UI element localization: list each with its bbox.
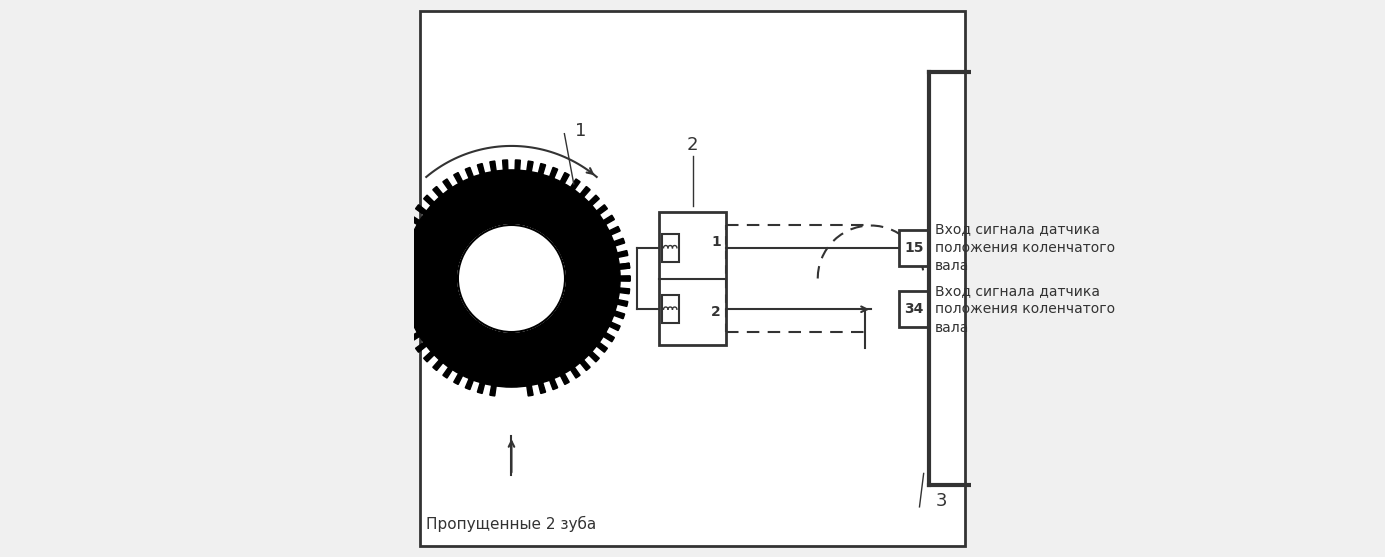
Bar [899, 229, 929, 266]
Polygon shape [503, 160, 508, 171]
Polygon shape [602, 215, 615, 224]
Polygon shape [490, 385, 496, 396]
Polygon shape [608, 322, 620, 330]
Polygon shape [539, 164, 546, 175]
Polygon shape [526, 385, 533, 396]
Polygon shape [580, 187, 590, 198]
Polygon shape [403, 322, 414, 330]
Polygon shape [478, 382, 485, 393]
Polygon shape [539, 382, 546, 393]
FancyBboxPatch shape [420, 11, 965, 546]
Polygon shape [550, 378, 558, 389]
Polygon shape [399, 238, 410, 246]
Text: Вход сигнала датчика
положения коленчатого
вала: Вход сигнала датчика положения коленчато… [935, 284, 1115, 335]
Polygon shape [596, 342, 608, 352]
Polygon shape [589, 195, 600, 206]
Circle shape [458, 225, 565, 332]
Text: 2: 2 [711, 305, 720, 319]
Polygon shape [560, 373, 569, 384]
Polygon shape [465, 168, 474, 179]
Bar [662, 234, 679, 262]
Polygon shape [416, 205, 427, 215]
Polygon shape [490, 161, 496, 172]
Polygon shape [526, 161, 533, 172]
Polygon shape [580, 359, 590, 370]
Polygon shape [589, 351, 600, 362]
Polygon shape [478, 164, 485, 175]
Polygon shape [409, 215, 420, 224]
Polygon shape [550, 168, 558, 179]
Circle shape [458, 225, 565, 332]
Polygon shape [399, 311, 410, 319]
Bar [899, 291, 929, 328]
Polygon shape [409, 333, 420, 342]
Polygon shape [443, 367, 453, 378]
Polygon shape [393, 276, 403, 281]
Polygon shape [560, 173, 569, 184]
Polygon shape [602, 333, 615, 342]
Polygon shape [416, 342, 427, 352]
Polygon shape [571, 179, 580, 190]
Text: 34: 34 [904, 302, 924, 316]
Polygon shape [571, 367, 580, 378]
Text: 2: 2 [687, 136, 698, 154]
Polygon shape [424, 351, 435, 362]
Polygon shape [443, 179, 453, 190]
Polygon shape [619, 263, 630, 269]
Polygon shape [619, 288, 630, 294]
Text: 15: 15 [904, 241, 924, 255]
Polygon shape [432, 359, 443, 370]
Polygon shape [515, 160, 521, 171]
Polygon shape [393, 263, 404, 269]
Polygon shape [619, 263, 630, 269]
Polygon shape [454, 173, 463, 184]
Text: 3: 3 [936, 492, 947, 510]
Polygon shape [608, 227, 620, 235]
Circle shape [403, 170, 620, 387]
Polygon shape [393, 288, 404, 294]
Polygon shape [432, 187, 443, 198]
Polygon shape [424, 195, 435, 206]
Text: 1: 1 [711, 236, 720, 250]
Polygon shape [614, 238, 625, 246]
Polygon shape [403, 227, 414, 235]
Polygon shape [596, 205, 608, 215]
Circle shape [458, 225, 565, 332]
Polygon shape [395, 251, 406, 257]
Polygon shape [616, 300, 627, 306]
Polygon shape [616, 251, 627, 257]
Polygon shape [454, 373, 463, 384]
Text: 1: 1 [575, 122, 587, 140]
Text: Вход сигнала датчика
положения коленчатого
вала: Вход сигнала датчика положения коленчато… [935, 222, 1115, 273]
Bar [659, 212, 726, 345]
Polygon shape [395, 300, 406, 306]
Polygon shape [619, 276, 630, 281]
Text: Пропущенные 2 зуба: Пропущенные 2 зуба [427, 515, 597, 532]
Polygon shape [619, 276, 630, 281]
Polygon shape [614, 311, 625, 319]
Polygon shape [465, 378, 474, 389]
Bar [662, 295, 679, 323]
